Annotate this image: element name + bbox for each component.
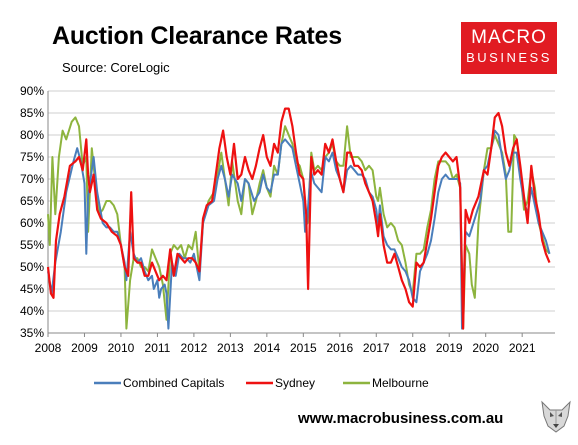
x-tick-label: 2009 <box>71 341 98 355</box>
y-tick-label: 75% <box>20 150 44 164</box>
x-tick-label: 2010 <box>108 341 135 355</box>
x-tick-label: 2012 <box>181 341 208 355</box>
y-tick-label: 65% <box>20 194 44 208</box>
series-line-sydney <box>46 107 551 330</box>
logo-line-1: MACRO <box>471 27 547 48</box>
x-tick-label: 2019 <box>436 341 463 355</box>
y-tick-label: 85% <box>20 106 44 120</box>
y-tick-label: 40% <box>20 304 44 318</box>
x-tick-label: 2013 <box>217 341 244 355</box>
macrobusiness-logo: MACRO BUSINESS <box>461 22 557 74</box>
x-tick-label: 2016 <box>326 341 353 355</box>
y-tick-label: 35% <box>20 326 44 340</box>
x-tick-label: 2018 <box>399 341 426 355</box>
y-tick-label: 55% <box>20 238 44 252</box>
wolf-logo-icon <box>541 400 571 433</box>
x-tick-label: 2021 <box>509 341 536 355</box>
y-tick-label: 80% <box>20 128 44 142</box>
x-tick-label: 2017 <box>363 341 390 355</box>
chart-title: Auction Clearance Rates <box>52 22 342 50</box>
logo-line-2: BUSINESS <box>466 50 552 65</box>
y-tick-label: 50% <box>20 260 44 274</box>
website-url: www.macrobusiness.com.au <box>298 410 504 427</box>
legend-label-melbourne: Melbourne <box>372 376 429 390</box>
x-tick-label: 2020 <box>472 341 499 355</box>
chart-source: Source: CoreLogic <box>62 60 170 75</box>
x-tick-label: 2008 <box>35 341 62 355</box>
series-line-combined-capitals <box>47 129 551 330</box>
x-tick-label: 2015 <box>290 341 317 355</box>
y-tick-label: 90% <box>20 84 44 98</box>
y-tick-label: 70% <box>20 172 44 186</box>
y-tick-label: 45% <box>20 282 44 296</box>
x-tick-label: 2014 <box>253 341 280 355</box>
y-tick-label: 60% <box>20 216 44 230</box>
legend-label-sydney: Sydney <box>275 376 315 390</box>
x-tick-label: 2011 <box>145 341 171 355</box>
legend-label-combined-capitals: Combined Capitals <box>123 376 224 390</box>
